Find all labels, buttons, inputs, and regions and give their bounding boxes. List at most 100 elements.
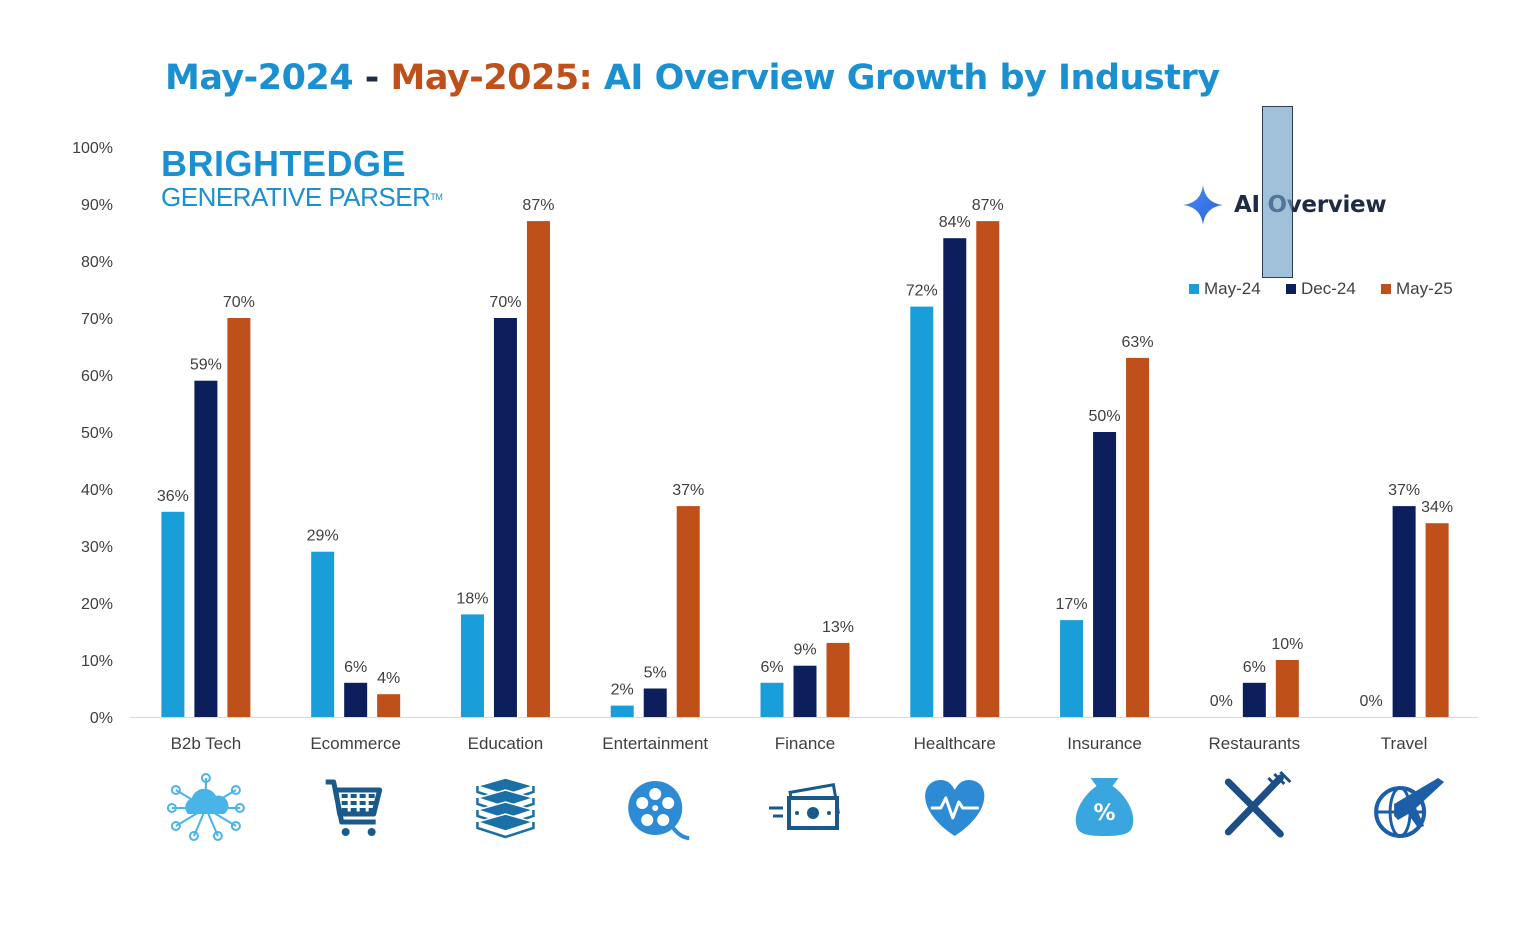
value-label: 59% — [190, 357, 222, 374]
value-label: 50% — [1089, 408, 1121, 425]
value-label: 87% — [972, 197, 1004, 214]
money-icon — [769, 782, 840, 830]
brand-logo: BRIGHTEDGE GENERATIVE PARSERTM — [161, 143, 443, 212]
title-start: May-2024 — [165, 58, 354, 98]
bar-dec-24-8 — [1392, 506, 1416, 717]
bar-may-24-0 — [161, 511, 185, 717]
legend-swatch — [1189, 284, 1199, 294]
bar-dec-24-6 — [1093, 432, 1117, 717]
film-reel-icon — [628, 781, 690, 840]
bars — [161, 221, 1449, 717]
legend-swatch — [1381, 284, 1391, 294]
bar-may-25-5 — [976, 221, 1000, 717]
books-icon — [474, 777, 537, 839]
legend-label: May-25 — [1396, 279, 1453, 298]
value-label: 70% — [489, 294, 521, 311]
value-label: 18% — [456, 590, 488, 607]
title-sep: - — [353, 58, 391, 98]
bar-may-24-1 — [311, 551, 335, 717]
title-end: May-2025: — [390, 58, 593, 98]
legend: May-24 Dec-24 May-25 — [1189, 279, 1453, 298]
value-label: 6% — [344, 659, 367, 676]
category-label: Insurance — [1067, 734, 1142, 753]
value-label: 87% — [522, 197, 554, 214]
shopping-cart-icon — [325, 779, 383, 836]
brand-sub-text: GENERATIVE PARSER — [161, 182, 431, 212]
category-label: Restaurants — [1208, 734, 1300, 753]
category-icons: % — [166, 770, 1445, 841]
value-label: 37% — [1388, 482, 1420, 499]
bar-dec-24-2 — [493, 318, 517, 717]
bar-dec-24-3 — [643, 688, 667, 717]
value-label: 70% — [223, 294, 255, 311]
bar-may-24-2 — [460, 614, 484, 717]
value-label: 0% — [1210, 693, 1233, 710]
value-label: 63% — [1122, 334, 1154, 351]
brand-subtitle: GENERATIVE PARSERTM — [161, 182, 443, 212]
value-label: 37% — [672, 482, 704, 499]
y-tick-label: 10% — [81, 653, 113, 670]
bar-may-25-6 — [1126, 357, 1150, 717]
y-tick-label: 70% — [81, 311, 113, 328]
value-label: 36% — [157, 488, 189, 505]
svg-text:%: % — [1094, 801, 1116, 826]
bar-may-25-2 — [526, 221, 550, 717]
y-tick-label: 60% — [81, 368, 113, 385]
bar-may-24-4 — [760, 682, 784, 717]
value-label: 0% — [1360, 693, 1383, 710]
category-label: Entertainment — [602, 734, 708, 753]
value-label: 5% — [644, 665, 667, 682]
bar-may-25-0 — [227, 318, 251, 717]
category-label: B2b Tech — [171, 734, 242, 753]
chart-title: May-2024 - May-2025: AI Overview Growth … — [165, 58, 1220, 98]
bar-may-25-4 — [826, 642, 850, 717]
bar-may-24-6 — [1060, 620, 1084, 717]
title-rest: AI Overview Growth by Industry — [592, 58, 1220, 98]
category-label: Finance — [775, 734, 835, 753]
y-tick-label: 0% — [90, 710, 113, 727]
bar-dec-24-1 — [344, 682, 368, 717]
category-label: Travel — [1381, 734, 1428, 753]
value-label: 17% — [1056, 596, 1088, 613]
y-axis: 0% 10% 20% 30% 40% 50% 60% 70% 80% 90% 100% — [72, 140, 1478, 727]
category-label: Education — [468, 734, 544, 753]
y-tick-label: 100% — [72, 140, 113, 157]
x-axis: B2b Tech Ecommerce Education Entertainment F… — [171, 734, 1428, 753]
fork-knife-icon — [1224, 770, 1292, 838]
ai-overview-label: AI Overview — [1234, 192, 1387, 218]
bar-may-24-5 — [910, 306, 934, 717]
value-label: 4% — [377, 670, 400, 687]
bar-dec-24-7 — [1242, 682, 1266, 717]
category-label: Healthcare — [914, 734, 996, 753]
bar-may-25-7 — [1275, 660, 1299, 717]
bar-may-25-8 — [1425, 523, 1449, 717]
value-label: 6% — [1243, 659, 1266, 676]
bar-may-24-3 — [610, 705, 634, 717]
sparkle-icon — [1183, 185, 1223, 225]
legend-swatch — [1286, 284, 1296, 294]
trademark: TM — [430, 192, 443, 202]
value-label: 29% — [307, 528, 339, 545]
brand-name: BRIGHTEDGE — [161, 143, 407, 184]
value-labels: 36% 59% 70% 29% 6% 4% 18% 70% 87% 2% 5% 37% 6% 9% 13% 7… — [157, 197, 1453, 710]
value-label: 6% — [760, 659, 783, 676]
value-label: 72% — [906, 283, 938, 300]
cloud-network-icon — [166, 773, 245, 841]
bar-may-25-3 — [676, 506, 700, 717]
y-tick-label: 20% — [81, 596, 113, 613]
heart-pulse-icon — [925, 780, 985, 836]
bar-dec-24-0 — [194, 380, 218, 717]
bar-may-25-1 — [377, 694, 401, 717]
value-label: 84% — [939, 214, 971, 231]
bar-dec-24-5 — [943, 238, 967, 717]
value-label: 13% — [822, 619, 854, 636]
bar-dec-24-4 — [793, 665, 817, 717]
selection-highlight — [1262, 106, 1293, 278]
legend-label: May-24 — [1204, 279, 1261, 298]
value-label: 9% — [793, 642, 816, 659]
y-tick-label: 80% — [81, 254, 113, 271]
money-bag-percent-icon: % — [1075, 778, 1134, 836]
ai-overview-badge: AI Overview — [1182, 184, 1387, 226]
globe-plane-icon — [1374, 778, 1445, 838]
